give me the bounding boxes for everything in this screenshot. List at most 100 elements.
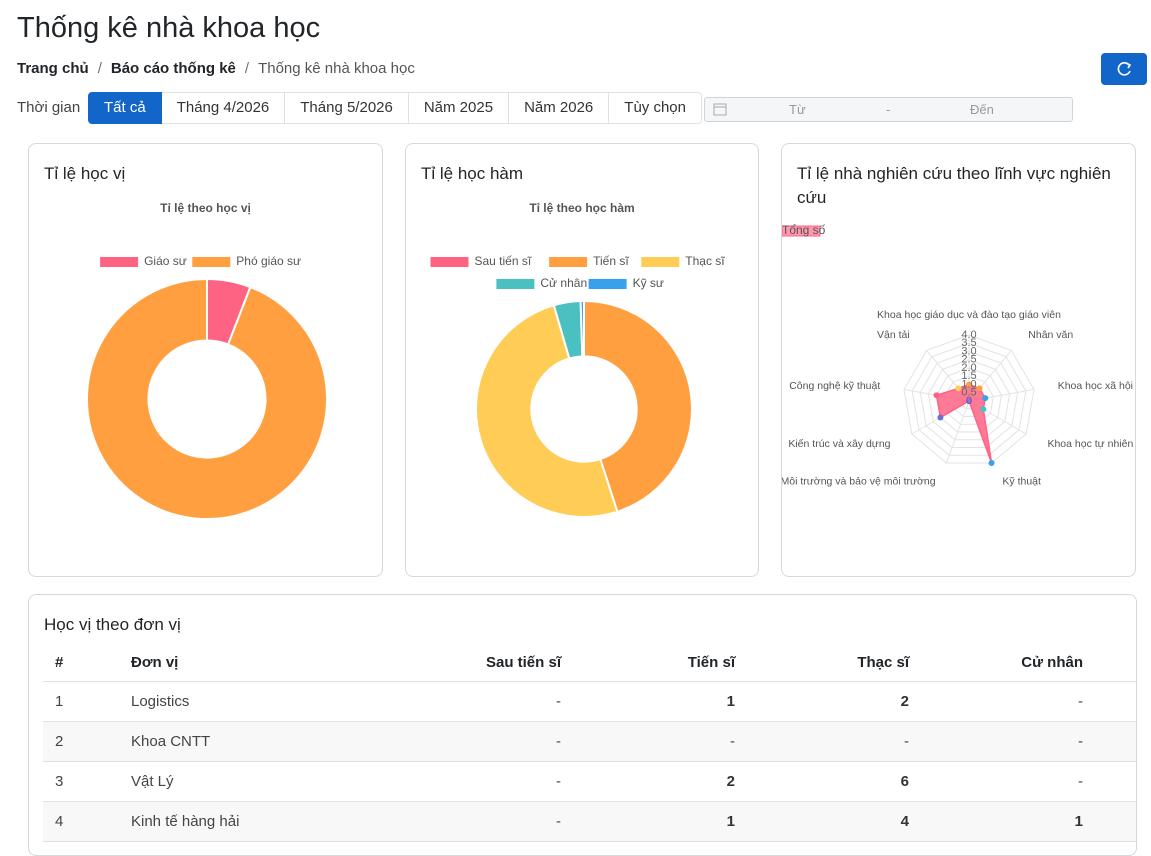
radar-point: [955, 385, 962, 392]
card: Tỉ lệ nhà nghiên cứu theo lĩnh vực nghiê…: [781, 143, 1136, 577]
legend-swatch: [430, 257, 469, 267]
axis-label: Nhân văn: [1028, 329, 1073, 341]
filter-group: Tất cả Tháng 4/2026 Tháng 5/2026 Năm 2025 Nă…: [88, 92, 702, 124]
legend-label: Thạc sĩ: [685, 254, 725, 268]
axis-label: Công nghệ kỹ thuật: [789, 380, 880, 392]
table-cell: 4: [747, 801, 921, 842]
table-cell: -: [1095, 681, 1136, 722]
table-cell: 1: [43, 681, 119, 722]
legend-label: Tiến sĩ: [593, 254, 629, 268]
radar-point: [982, 395, 989, 402]
grid-line: [927, 359, 1011, 441]
page: Thống kê nhà khoa học Trang chủ / Báo cáo …: [17, 12, 1147, 856]
column-header: Tiến sĩ: [573, 643, 747, 682]
filter-button[interactable]: Tháng 5/2026: [285, 92, 409, 124]
r-tick-label: 0.5: [961, 387, 976, 399]
breadcrumb-sep: /: [97, 60, 102, 77]
table-cell: Vật Lý: [119, 761, 393, 802]
legend-label: Cử nhân: [540, 276, 587, 290]
legend-swatch: [549, 257, 588, 267]
radar-point: [933, 392, 940, 399]
r-tick-label: 3.5: [961, 337, 976, 349]
doughnut-slice: [583, 299, 693, 513]
breadcrumb-sep: /: [244, 60, 250, 77]
r-tick-label: 0: [966, 395, 972, 407]
legend-swatch: [588, 279, 627, 289]
r-tick-label: 4.0: [961, 329, 976, 341]
radar-point: [966, 381, 972, 388]
calendar-icon: [713, 103, 727, 116]
refresh-icon: [1117, 62, 1132, 76]
spoke: [945, 400, 970, 464]
grid-line: [911, 342, 1027, 456]
date-sep: -: [886, 102, 891, 117]
table-cell: -: [921, 681, 1095, 722]
r-tick-label: 2.0: [961, 362, 976, 374]
legend-swatch: [641, 257, 680, 267]
column-header: Kỹ sư: [1095, 643, 1136, 682]
r-tick-label: 3.0: [961, 345, 976, 357]
radar-point: [980, 406, 987, 413]
card-title: Học vị theo đơn vị: [44, 615, 181, 634]
table-card: Học vị theo đơn vị # Đơn vị Sau tiến sĩ Tiế…: [28, 594, 1137, 856]
chart: Tỉ lệ theo học vị Giáo sư Phó giáo sư: [86, 201, 328, 520]
table-cell: Logistics: [119, 681, 393, 722]
refresh-button[interactable]: [1101, 53, 1147, 85]
page-title: Thống kê nhà khoa học: [17, 12, 321, 44]
legend-swatch: [496, 279, 535, 289]
date-range[interactable]: Từ - Đến: [704, 97, 1073, 122]
card: Tỉ lệ học vị Tỉ lệ theo học vị Giáo sư Phó…: [28, 143, 383, 577]
card-title: Tỉ lệ học vị: [44, 164, 126, 183]
filter-button[interactable]: Tất cả: [88, 92, 162, 124]
table-cell: -: [393, 801, 573, 842]
date-to: Đến: [970, 102, 994, 117]
table-cell: 2: [43, 721, 119, 762]
r-tick-label: 2.5: [961, 354, 976, 366]
breadcrumb-item[interactable]: Báo cáo thống kê: [110, 60, 236, 77]
table-cell: 6: [747, 761, 921, 802]
table-cell: Kinh tế hàng hải: [119, 801, 393, 842]
filter-button[interactable]: Năm 2025: [408, 92, 510, 124]
axis-label: Khoa học tự nhiên: [1047, 438, 1133, 450]
grid-line: [935, 367, 1003, 433]
chart-title: Tỉ lệ theo học vị: [160, 201, 251, 215]
grid-line: [944, 375, 994, 425]
legend-label: Sau tiến sĩ: [475, 254, 532, 268]
table-cell: -: [921, 721, 1095, 762]
breadcrumb: Trang chủ / Báo cáo thống kê / Thống kê nhà …: [17, 60, 415, 77]
legend-label: Phó giáo sư: [236, 254, 301, 268]
legend-swatch: [782, 225, 821, 237]
axis-label: Vận tải: [877, 329, 910, 341]
doughnut-slice: [579, 299, 585, 358]
axis-label: Khoa học xã hội: [1058, 380, 1133, 392]
axis-label: Kiến trúc và xây dựng: [788, 438, 890, 450]
breadcrumb-item[interactable]: Trang chủ: [17, 60, 89, 77]
legend-label: Giáo sư: [144, 254, 187, 268]
doughnut-slice: [86, 277, 328, 520]
table-cell: -: [747, 721, 921, 762]
table-cell: 3: [43, 761, 119, 802]
filter-button[interactable]: Tùy chọn: [609, 92, 702, 124]
r-tick-label: 1.5: [961, 370, 976, 382]
date-from: Từ: [789, 102, 806, 117]
radar-area: [935, 383, 993, 464]
breadcrumb-item: Thống kê nhà khoa học: [258, 60, 415, 77]
column-header: #: [43, 643, 119, 682]
grid-line: [903, 334, 1035, 464]
filter-button[interactable]: Năm 2026: [509, 92, 610, 124]
table-cell: -: [393, 721, 573, 762]
card-title: Tỉ lệ nhà nghiên cứu theo lĩnh vực nghiê…: [797, 164, 1111, 207]
filter-button[interactable]: Tháng 4/2026: [161, 92, 286, 124]
table-cell: 4: [43, 801, 119, 842]
column-header: Cử nhân: [921, 643, 1095, 682]
column-header: Đơn vị: [119, 643, 393, 682]
r-tick-label: 1.0: [961, 378, 976, 390]
doughnut-slice: [475, 304, 619, 518]
radar-point: [988, 460, 995, 467]
column-header: Thạc sĩ: [747, 643, 921, 682]
